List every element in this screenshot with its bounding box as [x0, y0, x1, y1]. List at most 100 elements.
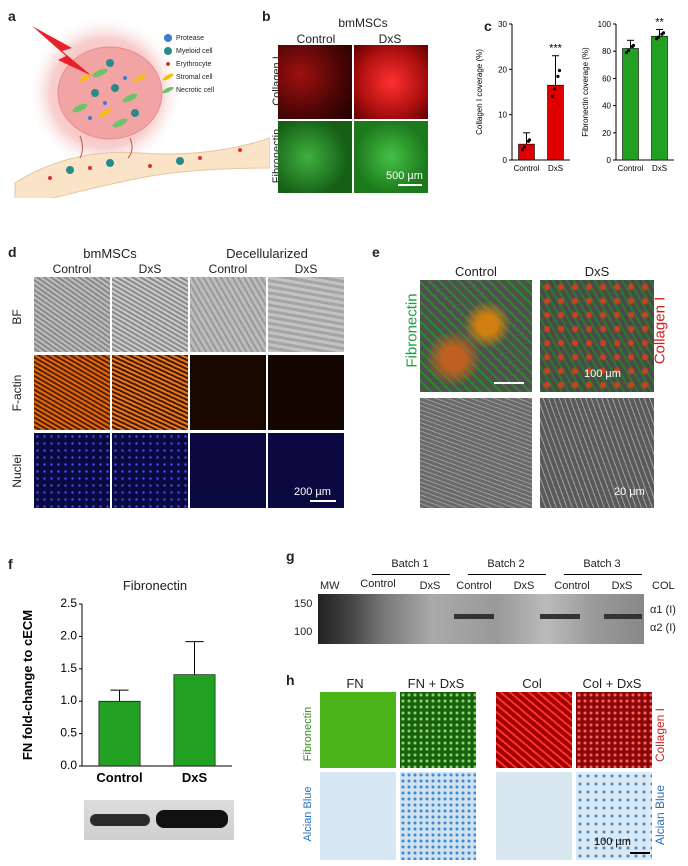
g-batch-3-line: [564, 574, 642, 575]
g-band-b3-a1: [604, 614, 642, 619]
c-collagen-point: [526, 139, 531, 143]
h-scalebar: [630, 852, 650, 854]
c-collagen-point: [522, 145, 527, 149]
d-col-2: DxS: [138, 262, 162, 276]
panel-label-h: h: [286, 672, 295, 688]
f-band-control: [90, 814, 150, 826]
d-col-1: Control: [52, 262, 92, 276]
d-scale-text: 200 µm: [294, 486, 331, 498]
g-band-b1-a1: [454, 614, 494, 619]
erythrocyte-icon: [166, 62, 170, 66]
c-collagen-tick-label: 10: [498, 111, 507, 120]
h-img-ab-col: [496, 772, 572, 860]
f-tick-label: 2.0: [60, 628, 77, 642]
f-tick-label: 0.0: [60, 758, 77, 772]
d-img-factin-4: [268, 355, 344, 430]
c-fibronectin-tick-label: 80: [602, 47, 611, 56]
panel-f-chart: 0.0 0.5 1.0 1.5 2.0 2.5 Control DxS FN fold-chan…: [20, 596, 232, 785]
f-band-dxs: [156, 810, 228, 828]
c-fibronectin-bar-dxs: [651, 35, 668, 161]
h-img-col-dxs: [576, 692, 652, 768]
b-img-collagen-control: [278, 45, 352, 119]
g-lane-1: Control: [360, 578, 396, 590]
h-left-label-1: Fibronectin: [302, 706, 314, 762]
f-cat-label: Control: [96, 770, 142, 785]
panel-c-charts: 0 10 20 30 Control DxS *** Collagen I coverage …: [475, 16, 674, 173]
c-fibronectin-tick-label: 60: [602, 74, 611, 83]
legend-erythrocyte: Erythrocyte: [176, 61, 212, 68]
f-bar-control: [98, 700, 141, 767]
c-collagen-point: [552, 87, 557, 91]
d-img-bf-2: [112, 277, 188, 352]
c-fibronectin-point: [624, 50, 629, 55]
legend-necrotic: Necrotic cell: [176, 87, 215, 94]
f-bar-dxs: [173, 674, 216, 767]
d-img-bf-4: [268, 277, 344, 352]
c-collagen-y-label: Collagen I coverage (%): [475, 49, 484, 135]
stromal-cell-icon: [162, 73, 174, 81]
c-fibronectin-cat-label: Control: [618, 164, 644, 173]
e-scale-bottom: 20 µm: [614, 486, 645, 498]
h-right-label-2: Alcian Blue: [653, 784, 667, 846]
c-fibronectin-point: [626, 48, 631, 53]
d-group-decell: Decellularized: [226, 246, 308, 261]
c-collagen-point: [550, 94, 555, 98]
e-right-label: Collagen I: [651, 296, 669, 365]
f-title: Fibronectin: [122, 578, 188, 593]
b-col-control: Control: [296, 32, 336, 46]
g-batch-2: Batch 2: [487, 558, 525, 570]
g-batch-3: Batch 3: [583, 558, 621, 570]
c-fibronectin-bar-control: [622, 48, 639, 161]
panel-label-g: g: [286, 548, 295, 564]
g-lane-2: DxS: [419, 580, 441, 592]
c-fibronectin-tick-label: 20: [602, 129, 611, 138]
d-row-nuclei: Nuclei: [10, 454, 24, 488]
panel-label-e: e: [372, 244, 380, 260]
g-batch-1-line: [372, 574, 450, 575]
f-tick-label: 2.5: [60, 596, 77, 610]
c-fibronectin-point: [630, 44, 635, 49]
c-fibronectin-significance: **: [655, 16, 664, 28]
c-collagen-cat-label: DxS: [548, 164, 563, 173]
g-batch-1: Batch 1: [391, 558, 429, 570]
h-left-label-2: Alcian Blue: [302, 786, 314, 842]
d-img-factin-3: [190, 355, 266, 430]
e-img-sem-dxs: [540, 398, 654, 508]
g-lane-4: DxS: [513, 580, 535, 592]
e-img-sem-control: [420, 398, 532, 508]
e-col-control: Control: [455, 264, 497, 279]
e-left-label: Fibronectin: [403, 293, 421, 368]
protease-icon: [164, 34, 172, 42]
g-mw: MW: [320, 580, 340, 592]
c-collagen-tick-label: 30: [498, 20, 507, 29]
g-lane-5: Control: [554, 580, 590, 592]
b-img-collagen-dxs: [354, 45, 428, 119]
d-img-nuclei-2: [112, 433, 188, 508]
tumor-schematic: [14, 18, 270, 198]
d-col-3: Control: [208, 262, 248, 276]
b-scale-text: 500 µm: [386, 170, 423, 182]
f-tick-label: 1.0: [60, 693, 77, 707]
d-scalebar: [310, 500, 336, 502]
c-collagen-tick-label: 0: [503, 156, 508, 165]
g-band-alpha2: α2 (I): [650, 622, 676, 634]
g-marker-100: 100: [294, 626, 313, 638]
f-tick-label: 1.5: [60, 661, 77, 675]
c-fibronectin-point: [660, 32, 664, 36]
b-img-fibronectin-dxs: [354, 121, 428, 193]
panel-label-d: d: [8, 244, 17, 260]
h-img-fn-dxs: [400, 692, 476, 768]
h-img-ab-fn: [320, 772, 396, 860]
c-collagen-tick-label: 20: [498, 65, 507, 74]
h-right-label-1: Collagen I: [653, 707, 667, 763]
d-img-nuclei-3: [190, 433, 266, 508]
g-batch-2-line: [468, 574, 546, 575]
b-img-fibronectin-control: [278, 121, 352, 193]
d-row-bf: BF: [10, 309, 24, 325]
legend-a: Protease Myeloid cell Erythrocyte Stroma…: [176, 32, 214, 97]
f-tick-label: 0.5: [60, 726, 77, 740]
d-row-factin: F-actin: [10, 374, 24, 412]
e-scale-top: 100 µm: [584, 368, 621, 380]
h-img-ab-fn-dxs: [400, 772, 476, 860]
g-lane-6: DxS: [611, 580, 633, 592]
